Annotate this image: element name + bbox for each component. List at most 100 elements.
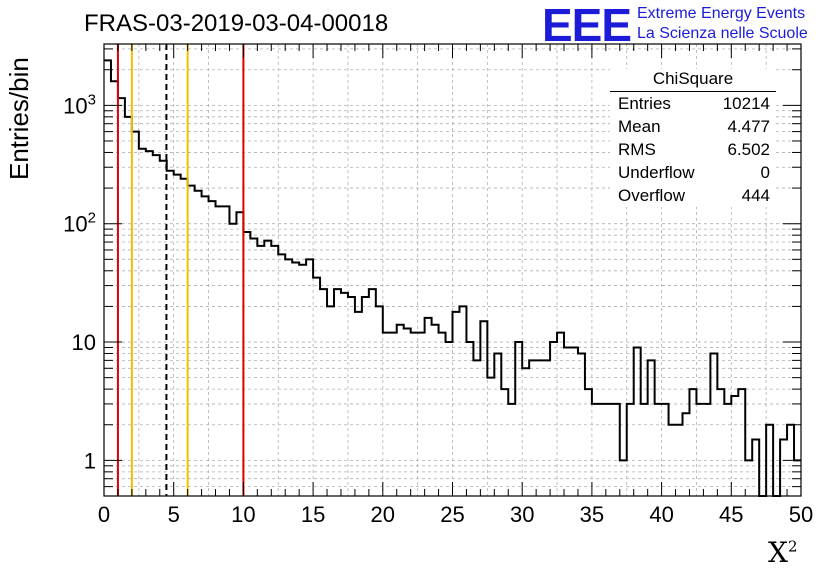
histogram-bin — [627, 404, 634, 496]
stats-label: Mean — [618, 117, 661, 136]
x-tick-label: 10 — [231, 502, 255, 527]
histogram-bin — [439, 333, 446, 496]
histogram-bin — [153, 155, 160, 496]
stats-value: 10214 — [722, 94, 770, 113]
histogram-bin — [327, 306, 334, 496]
histogram-bin — [432, 325, 439, 496]
histogram-bin — [655, 404, 662, 496]
histogram-bin — [167, 171, 174, 496]
histogram-bin — [404, 329, 411, 496]
histogram-bin — [111, 81, 118, 496]
histogram-bin — [320, 289, 327, 496]
histogram-bin — [264, 241, 271, 496]
x-axis-label: Χ2 — [768, 536, 798, 569]
histogram-bin — [202, 196, 209, 496]
histogram-bin — [459, 306, 466, 496]
stats-title: ChiSquare — [610, 69, 776, 92]
histogram-bin — [717, 389, 724, 496]
stats-row-underflow: Underflow 0 — [610, 161, 776, 184]
histogram-bin — [571, 347, 578, 496]
histogram-bin — [550, 342, 557, 496]
stats-value: 0 — [760, 163, 770, 182]
grid-lines — [104, 44, 801, 497]
eee-logo: EEE — [542, 0, 632, 51]
chart-title: FRAS-03-2019-03-04-00018 — [84, 10, 389, 37]
histogram-bin — [362, 297, 369, 496]
histogram-bin — [508, 404, 515, 496]
histogram-bin — [236, 212, 243, 496]
histogram-bin — [710, 354, 717, 496]
histogram-bin — [376, 306, 383, 496]
x-tick-label: 50 — [789, 502, 813, 527]
y-tick-label: 102 — [63, 210, 96, 237]
histogram-bin — [188, 186, 195, 496]
histogram-bin — [731, 396, 738, 496]
histogram-bin — [613, 404, 620, 496]
histogram-bin — [271, 246, 278, 496]
histogram-bin — [738, 389, 745, 496]
stats-value: 6.502 — [727, 140, 770, 159]
histogram-bin — [222, 206, 229, 496]
histogram-bin — [669, 425, 676, 496]
histogram-bin — [313, 278, 320, 496]
histogram-bin — [494, 354, 501, 496]
histogram-bin — [355, 312, 362, 496]
y-axis-label: Entries/bin — [4, 57, 34, 180]
stats-box: ChiSquare Entries 10214 Mean 4.477 RMS 6… — [610, 69, 776, 207]
stats-row-entries: Entries 10214 — [610, 92, 776, 115]
histogram-bin — [132, 132, 139, 496]
histogram-bin — [529, 360, 536, 496]
x-tick-label: 0 — [98, 502, 110, 527]
x-tick-label: 20 — [371, 502, 395, 527]
histogram-bin — [766, 425, 773, 496]
histogram-bin — [229, 224, 236, 496]
histogram — [104, 59, 801, 497]
histogram-bin — [676, 425, 683, 496]
histogram-bin — [397, 325, 404, 496]
histogram-bin — [285, 259, 292, 496]
histogram-bin — [369, 289, 376, 496]
histogram-bin — [585, 389, 592, 496]
stats-label: Overflow — [618, 186, 686, 205]
reference-lines — [116, 44, 245, 496]
histogram-bin — [104, 60, 111, 496]
stats-value: 4.477 — [727, 117, 770, 136]
y-tick-label: 103 — [63, 91, 96, 118]
histogram-bin — [341, 293, 348, 496]
histogram-bin — [522, 368, 529, 496]
histogram-bin — [299, 265, 306, 496]
histogram-bin — [620, 460, 627, 496]
stats-row-mean: Mean 4.477 — [610, 115, 776, 138]
axis-tick-labels: 0 5 10 15 20 25 30 35 40 45 50 1 10 102 103 — [63, 91, 813, 527]
histogram-bin — [383, 333, 390, 496]
x-tick-label: 30 — [510, 502, 534, 527]
histogram-bin — [118, 98, 125, 496]
histogram-bin — [125, 117, 132, 496]
histogram-bin — [334, 289, 341, 496]
histogram-bin — [278, 254, 285, 496]
x-tick-label: 15 — [301, 502, 325, 527]
stats-row-rms: RMS 6.502 — [610, 138, 776, 161]
histogram-bin — [662, 404, 669, 496]
histogram-bin — [480, 321, 487, 496]
histogram-bin — [473, 360, 480, 496]
histogram-bin — [453, 312, 460, 496]
histogram-bin — [174, 175, 181, 496]
histogram-bin — [689, 389, 696, 496]
histogram-bin — [780, 440, 787, 496]
histogram-bin — [306, 259, 313, 496]
histogram-bin — [411, 333, 418, 496]
histogram-bin — [418, 333, 425, 496]
histogram-bin — [292, 263, 299, 496]
stats-row-overflow: Overflow 444 — [610, 184, 776, 207]
y-tick-label: 1 — [84, 448, 96, 473]
histogram-bin — [648, 360, 655, 496]
histogram-bin — [696, 404, 703, 496]
logo-line2: La Scienza nelle Scuole — [637, 25, 808, 42]
histogram-bin — [446, 342, 453, 496]
histogram-bin — [487, 378, 494, 496]
y-tick-label: 10 — [72, 330, 96, 355]
histogram-bin — [501, 389, 508, 496]
stats-label: Underflow — [618, 163, 695, 182]
histogram-bin — [536, 360, 543, 496]
